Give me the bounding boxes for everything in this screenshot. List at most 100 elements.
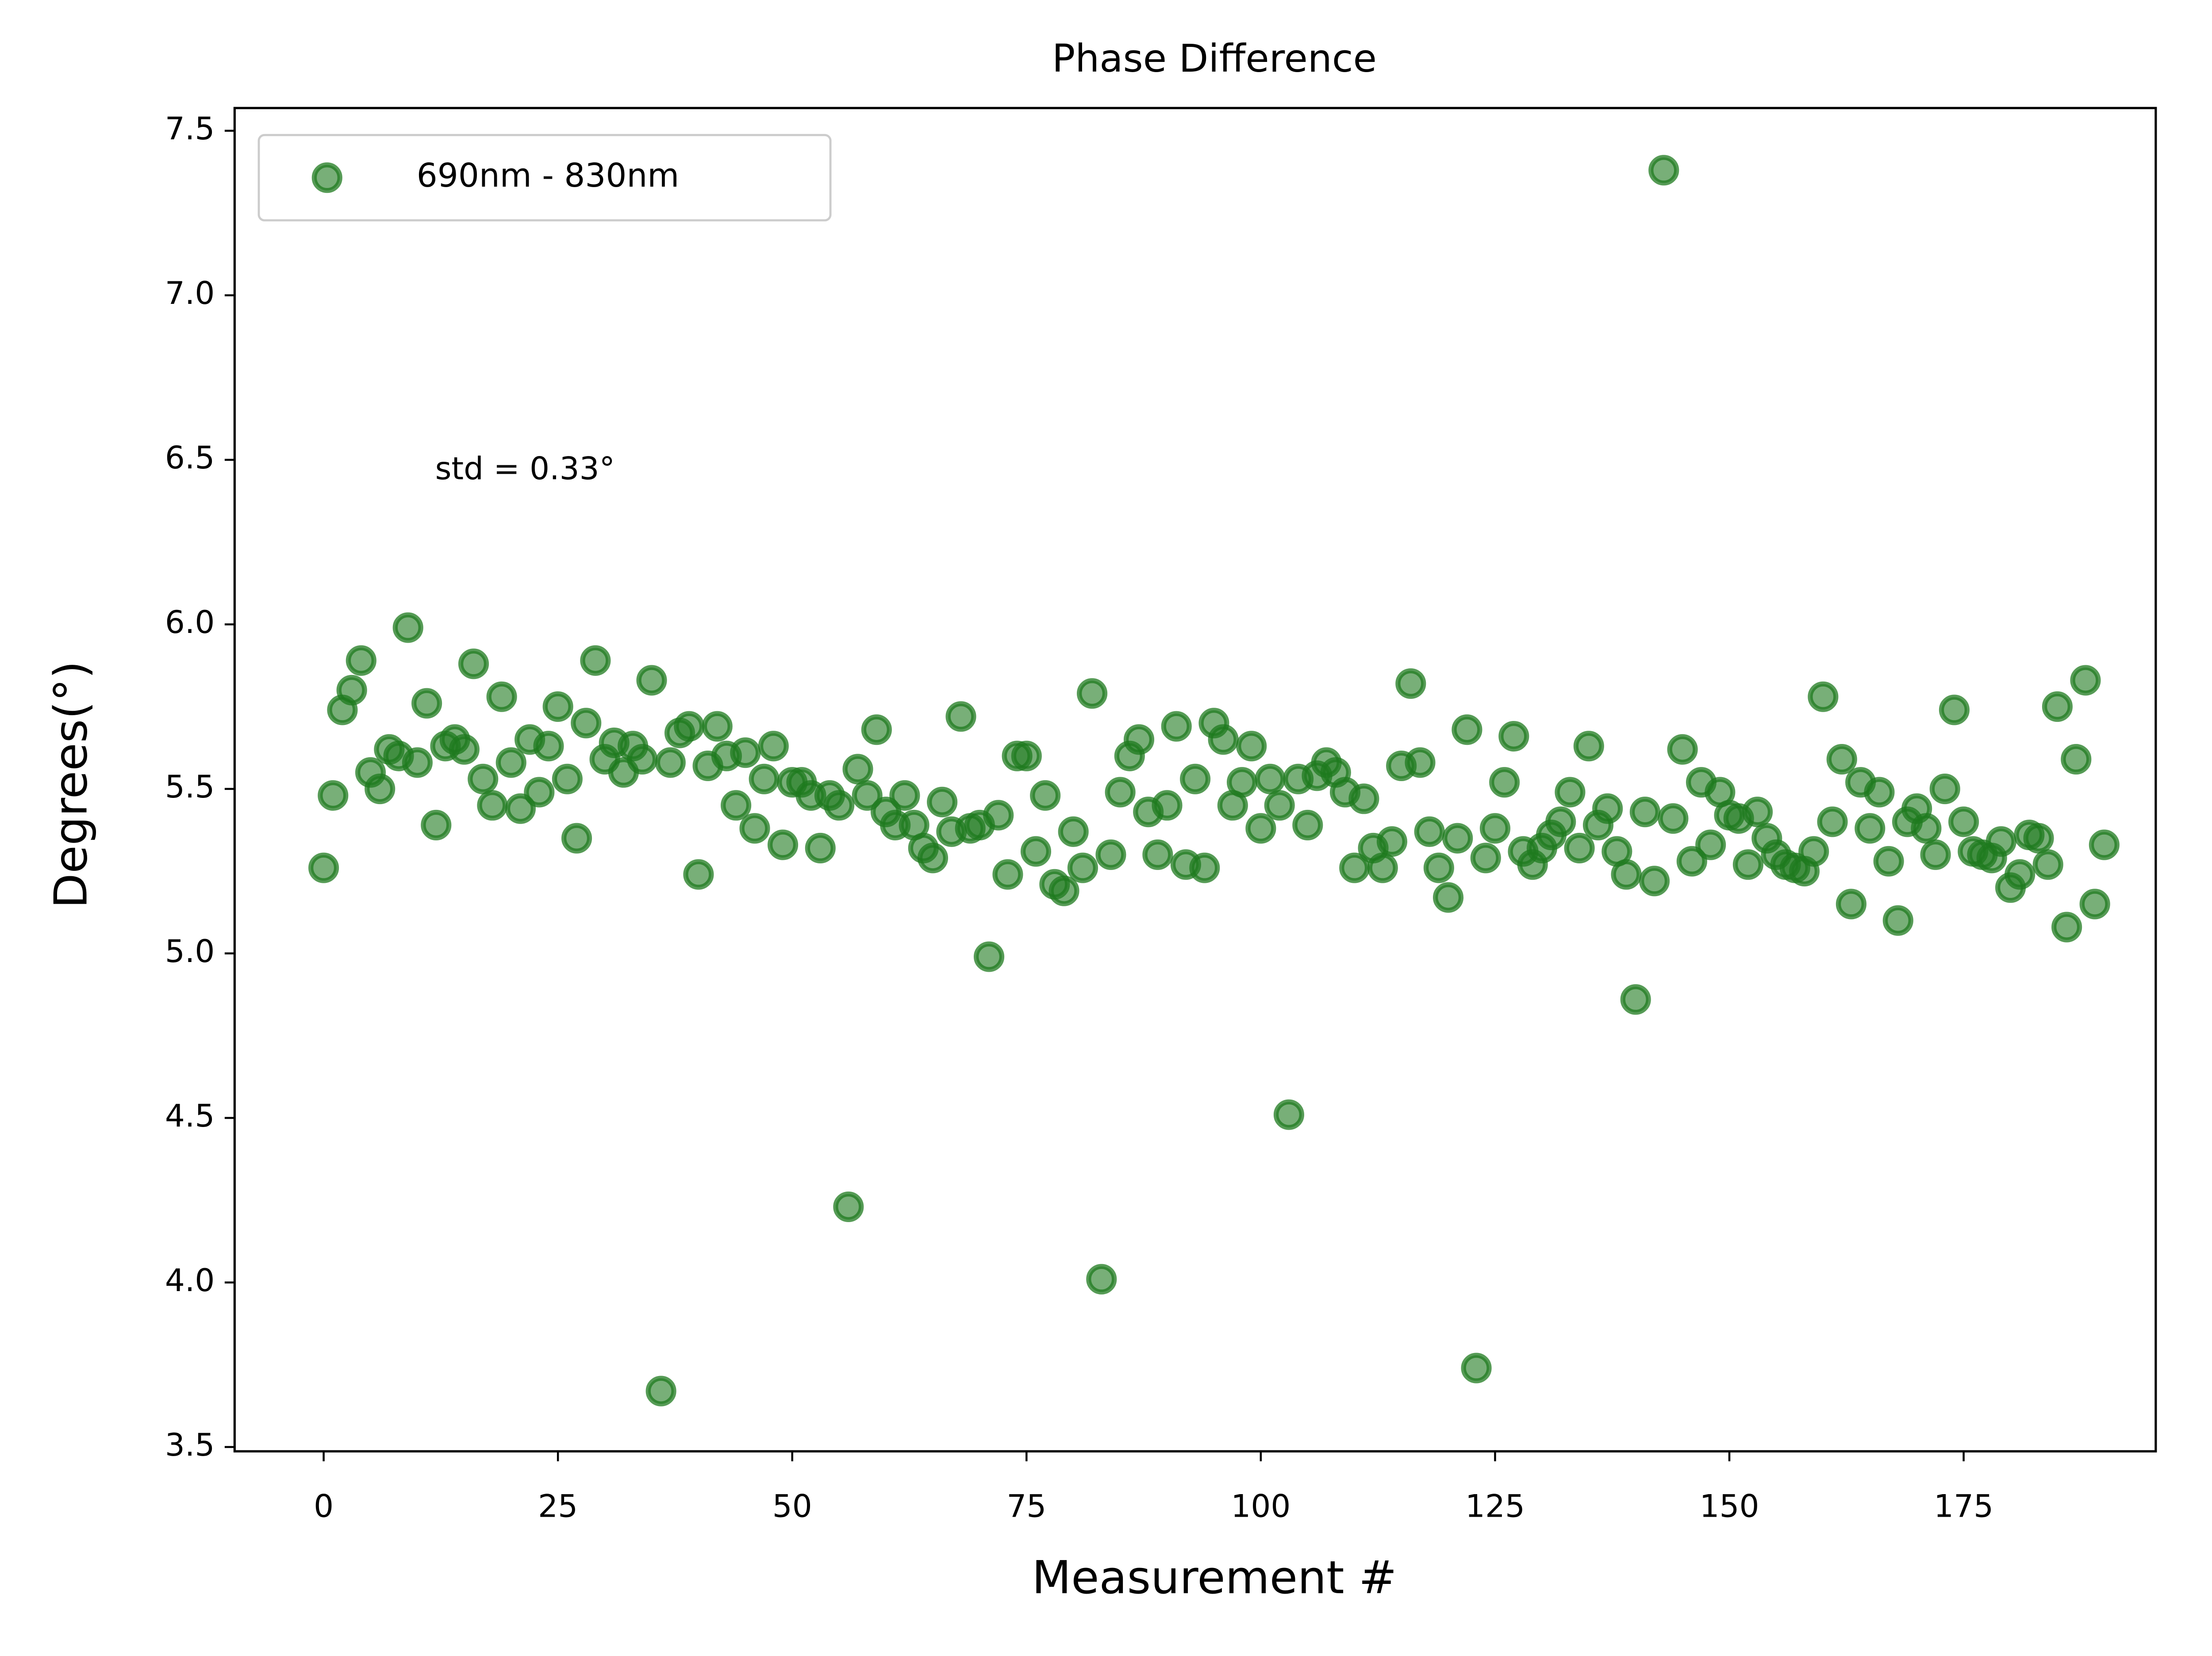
point [805, 832, 836, 864]
y-tick-label: 6.0 [165, 604, 215, 640]
point [365, 774, 396, 805]
point [1911, 813, 1942, 844]
point [833, 1191, 864, 1222]
point [533, 731, 564, 762]
legend-marker [311, 162, 342, 193]
legend-label: 690nm - 830nm [417, 157, 680, 195]
point [1882, 905, 1913, 936]
y-tick-label: 6.5 [165, 439, 215, 476]
point [1123, 724, 1155, 755]
x-tick-label: 50 [772, 1487, 812, 1524]
point [1077, 678, 1108, 709]
x-tick-label: 75 [1006, 1487, 1046, 1524]
point [627, 744, 658, 775]
point [1826, 744, 1857, 775]
point [1423, 852, 1454, 883]
point [1732, 849, 1763, 880]
y-tick-label: 4.0 [165, 1262, 215, 1299]
point [1432, 882, 1464, 913]
point [1985, 826, 2016, 857]
point [749, 763, 780, 794]
point [1142, 839, 1173, 870]
point [2079, 889, 2110, 920]
point [1442, 823, 1473, 854]
point [1648, 155, 1679, 186]
point [1095, 839, 1126, 870]
point [336, 675, 367, 705]
point [1020, 836, 1052, 867]
point [1808, 681, 1839, 712]
point [1348, 783, 1379, 814]
point [542, 691, 573, 722]
point [1058, 816, 1089, 847]
point [1226, 767, 1258, 798]
point [1920, 839, 1951, 870]
point [1658, 803, 1689, 834]
x-tick-label: 175 [1934, 1487, 1993, 1524]
point [1639, 866, 1670, 897]
y-axis-label: Degrees(°) [45, 661, 97, 908]
point [1479, 813, 1511, 844]
point [486, 681, 517, 712]
annotation: std = 0.33° [435, 450, 615, 487]
point [861, 714, 892, 745]
point [1864, 777, 1895, 808]
point [702, 711, 733, 742]
point [1836, 889, 1866, 920]
point [1395, 668, 1426, 699]
point [945, 701, 976, 732]
x-tick-label: 25 [538, 1487, 578, 1524]
point [1629, 797, 1660, 828]
point [1152, 790, 1183, 821]
point [1367, 852, 1398, 883]
point [852, 780, 883, 811]
point [1564, 832, 1595, 864]
point [1180, 763, 1211, 794]
point [402, 747, 433, 778]
x-tick-label: 0 [314, 1487, 334, 1524]
point [1376, 826, 1408, 857]
point [1929, 774, 1960, 805]
point [2032, 849, 2063, 880]
point [1414, 816, 1445, 847]
point [636, 665, 667, 696]
point [1067, 852, 1098, 883]
point [927, 786, 958, 817]
point [1245, 813, 1276, 844]
point [1161, 711, 1192, 742]
x-axis-label: Measurement # [1032, 1552, 1397, 1604]
point [2089, 829, 2120, 860]
point [889, 780, 920, 811]
point [561, 823, 592, 854]
point [1555, 777, 1586, 808]
axes-frame [233, 107, 2157, 1453]
point [1817, 806, 1848, 837]
point [468, 763, 499, 794]
point [2005, 859, 2035, 890]
point [983, 800, 1014, 831]
point [1339, 852, 1370, 883]
point [992, 859, 1023, 890]
y-tick-label: 7.0 [165, 275, 215, 311]
point [1873, 846, 1904, 877]
point [1452, 714, 1482, 745]
point [2061, 744, 2092, 775]
point [1470, 843, 1501, 874]
point [1030, 780, 1061, 811]
plot-area [308, 155, 2120, 1407]
point [1048, 875, 1079, 906]
point [458, 648, 489, 679]
point [2051, 912, 2082, 943]
point [824, 790, 855, 821]
y-tick-label: 4.5 [165, 1097, 215, 1134]
y-tick-label: 5.5 [165, 768, 215, 805]
point [580, 645, 611, 676]
point [477, 790, 508, 821]
point [346, 645, 376, 676]
point [524, 777, 555, 808]
point [974, 941, 1005, 972]
point [2042, 691, 2073, 722]
point [1498, 721, 1529, 752]
point [552, 763, 583, 794]
